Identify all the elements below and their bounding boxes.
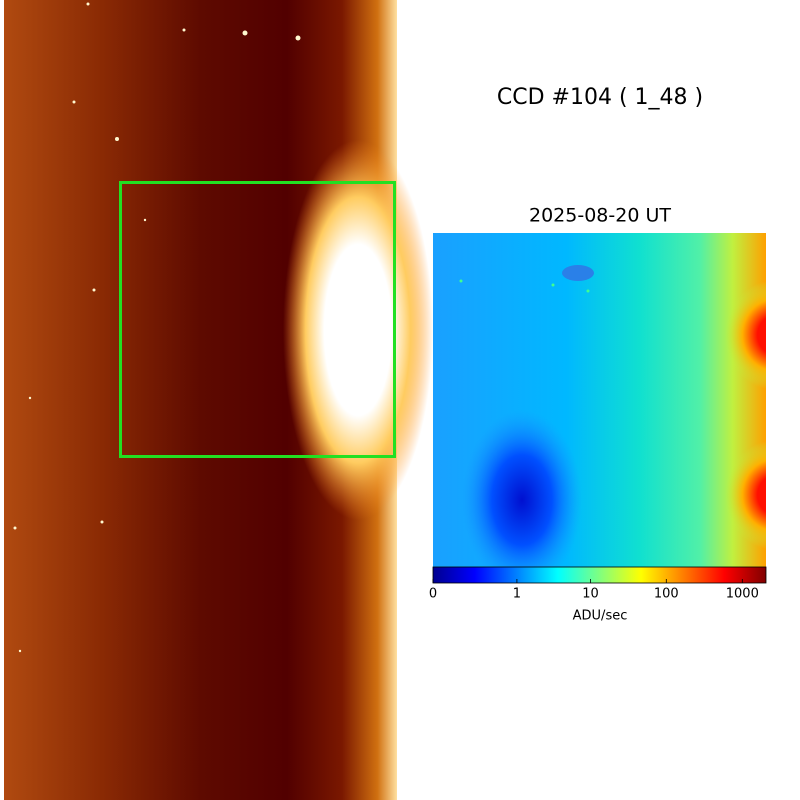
colorbar-tick-label: 1: [513, 587, 521, 602]
ccd-zoom: [433, 233, 766, 567]
colorbar-tick-label: 0: [429, 587, 437, 602]
colorbar: [432, 566, 767, 584]
colorbar-tick-label: 10: [582, 587, 599, 602]
colorbar-tick-label: 100: [654, 587, 679, 602]
colorbar-tick-label: 1000: [726, 587, 759, 602]
figure-title: CCD #104 ( 1_48 ): [497, 85, 703, 110]
colorbar-label: ADU/sec: [573, 609, 628, 624]
panel-title: 2025-08-20 UT: [529, 205, 671, 227]
ccd-image: [4, 0, 433, 800]
